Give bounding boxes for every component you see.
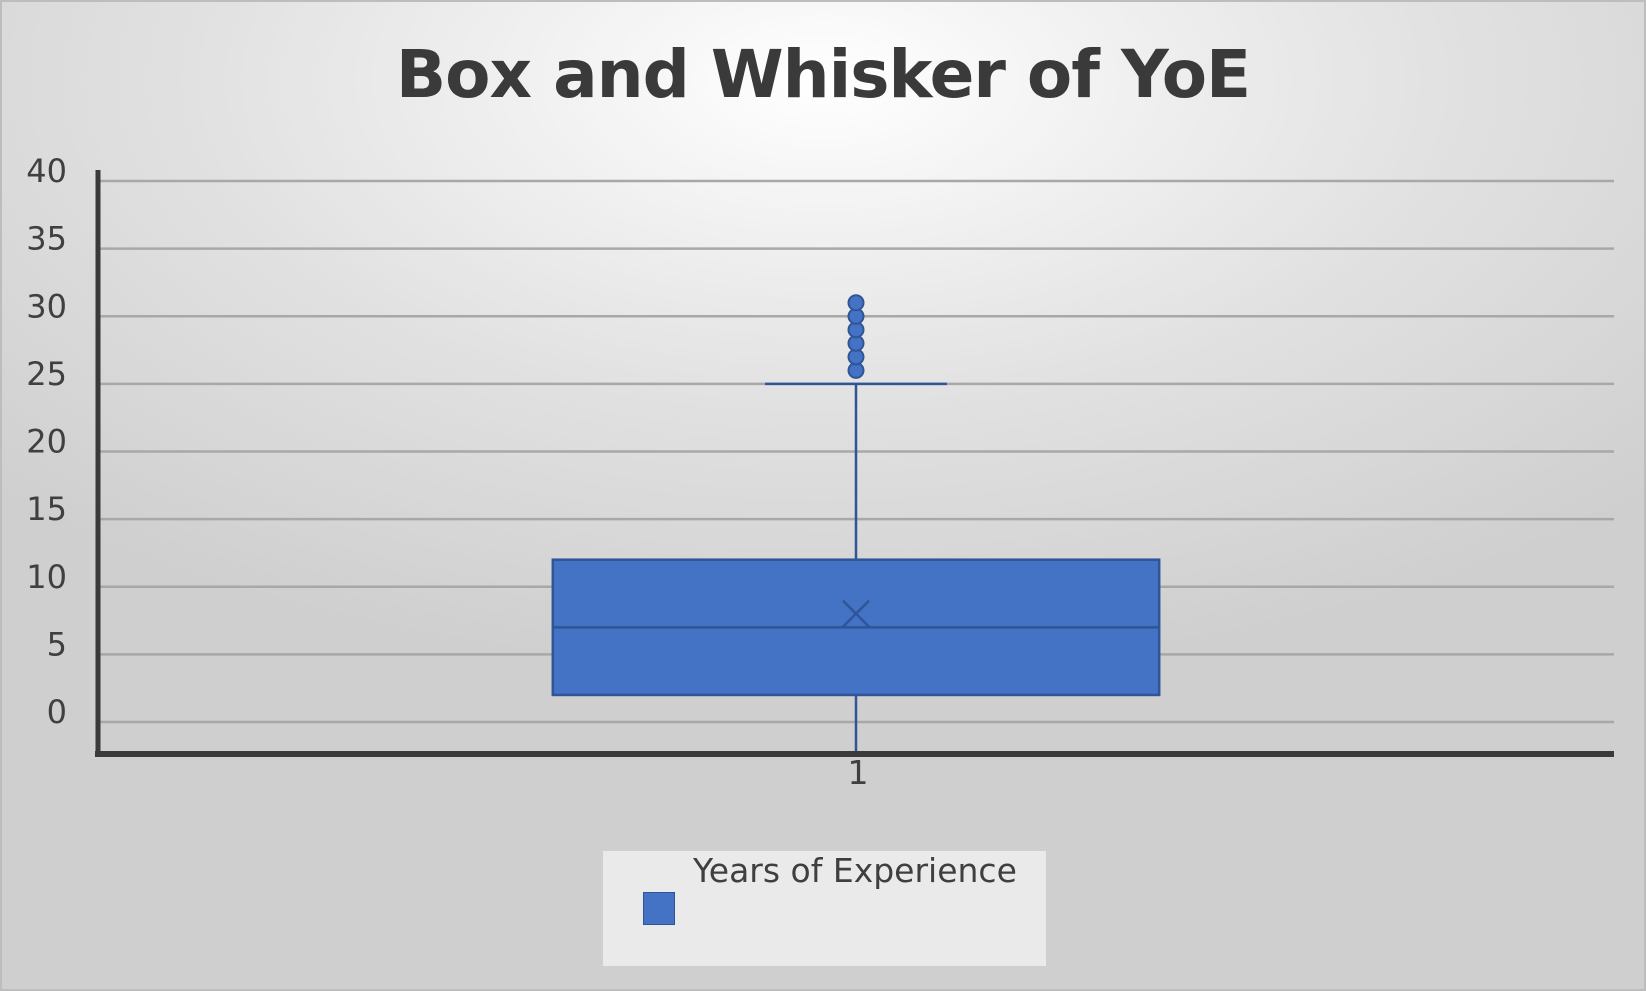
legend-swatch xyxy=(643,892,675,925)
y-tick-label: 25 xyxy=(26,355,67,393)
y-tick-label: 5 xyxy=(47,625,67,663)
x-tick-label: 1 xyxy=(848,753,869,792)
legend: Years of Experience xyxy=(603,851,1046,966)
y-tick-label: 15 xyxy=(26,490,67,528)
mean-marker xyxy=(842,599,870,628)
y-tick-label: 10 xyxy=(26,558,67,596)
y-tick-label: 20 xyxy=(26,423,67,461)
outlier-point xyxy=(847,294,865,312)
chart-title: Box and Whisker of YoE xyxy=(395,36,1251,113)
y-tick-label: 35 xyxy=(26,220,67,258)
legend-label: Years of Experience xyxy=(693,851,1017,890)
y-tick-label: 30 xyxy=(26,287,67,325)
y-tick-label: 0 xyxy=(47,693,67,731)
y-tick-label: 40 xyxy=(26,152,67,190)
